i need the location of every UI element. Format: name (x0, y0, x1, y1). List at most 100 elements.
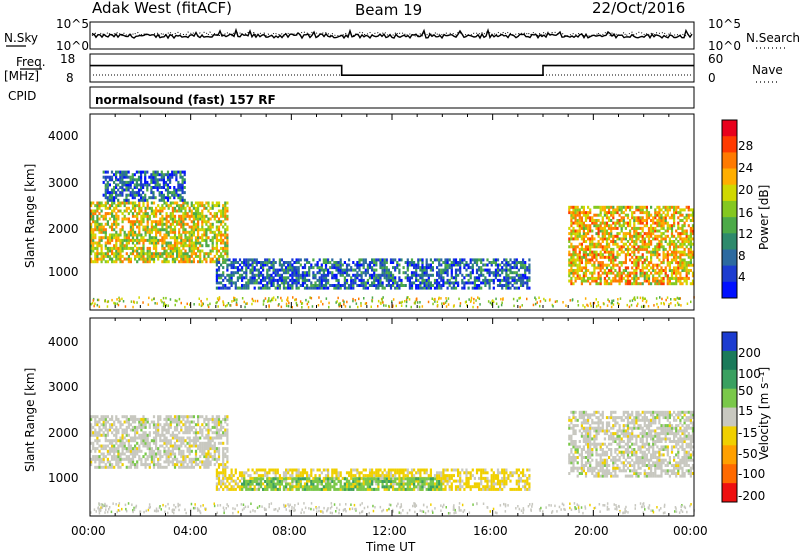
figure-title: Adak West (fitACF) (92, 0, 232, 17)
heatmap-cell (318, 296, 320, 299)
heatmap-cell (310, 264, 312, 267)
heatmap-cell (157, 423, 159, 426)
heatmap-cell (344, 284, 346, 287)
heatmap-cell (174, 250, 176, 253)
heatmap-cell (484, 284, 486, 287)
heatmap-cell (105, 178, 107, 181)
heatmap-cell (650, 232, 652, 235)
heatmap-cell (203, 228, 205, 231)
heatmap-cell (325, 274, 327, 277)
heatmap-cell (105, 252, 107, 255)
heatmap-cell (417, 261, 419, 264)
heatmap-cell (516, 274, 518, 277)
heatmap-cell (436, 287, 438, 290)
heatmap-cell (340, 287, 342, 290)
heatmap-cell (606, 240, 608, 243)
heatmap-cell (684, 222, 686, 225)
heatmap-cell (610, 248, 612, 251)
heatmap-cell (600, 211, 602, 214)
heatmap-cell (136, 186, 138, 189)
heatmap-cell (236, 298, 238, 301)
heatmap-cell (140, 171, 142, 174)
heatmap-cell (422, 305, 424, 308)
heatmap-cell (231, 300, 233, 303)
heatmap-cell (212, 250, 214, 253)
heatmap-cell (318, 304, 320, 307)
heatmap-cell (228, 302, 230, 305)
heatmap-cell (220, 287, 222, 290)
heatmap-cell (207, 255, 209, 258)
heatmap-cell (195, 460, 197, 463)
heatmap-cell (109, 194, 111, 197)
heatmap-cell (159, 218, 161, 221)
heatmap-cell (231, 271, 233, 274)
heatmap-cell (122, 202, 124, 205)
heatmap-cell (411, 306, 413, 309)
heatmap-cell (159, 183, 161, 186)
heatmap-cell (193, 218, 195, 221)
heatmap-cell (155, 228, 157, 231)
heatmap-cell (174, 466, 176, 469)
heatmap-cell (625, 266, 627, 269)
heatmap-cell (134, 437, 136, 440)
heatmap-cell (650, 214, 652, 217)
heatmap-cell (268, 266, 270, 269)
heatmap-cell (610, 256, 612, 259)
heatmap-cell (187, 258, 189, 261)
heatmap-cell (212, 455, 214, 458)
heatmap-cell (593, 264, 595, 267)
heatmap-cell (178, 236, 180, 239)
heatmap-cell (679, 208, 681, 211)
heatmap-cell (94, 236, 96, 239)
heatmap-cell (669, 277, 671, 280)
heatmap-cell (191, 215, 193, 218)
heatmap-cell (224, 261, 226, 264)
heatmap-cell (595, 243, 597, 246)
heatmap-cell (373, 261, 375, 264)
heatmap-cell (358, 298, 360, 301)
heatmap-cell (159, 228, 161, 231)
heatmap-cell (153, 242, 155, 245)
heatmap-cell (231, 284, 233, 287)
heatmap-cell (117, 204, 119, 207)
heatmap-cell (170, 450, 172, 453)
heatmap-cell (660, 235, 662, 238)
heatmap-cell (134, 244, 136, 247)
heatmap-cell (413, 261, 415, 264)
heatmap-cell (625, 206, 627, 209)
heatmap-cell (428, 287, 430, 290)
heatmap-cell (136, 226, 138, 229)
heatmap-cell (288, 305, 290, 308)
heatmap-cell (224, 212, 226, 215)
heatmap-cell (155, 231, 157, 234)
heatmap-cell (168, 260, 170, 263)
heatmap-cell (169, 178, 171, 181)
heatmap-cell (136, 247, 138, 250)
heatmap-cell (224, 204, 226, 207)
heatmap-cell (342, 274, 344, 277)
heatmap-cell (417, 301, 419, 304)
heatmap-cell (136, 236, 138, 239)
heatmap-cell (201, 250, 203, 253)
heatmap-cell (182, 258, 184, 261)
heatmap-cell (595, 277, 597, 280)
heatmap-cell (581, 216, 583, 219)
heatmap-cell (608, 206, 610, 209)
heatmap-cell (633, 240, 635, 243)
heatmap-cell (673, 222, 675, 225)
heatmap-cell (268, 274, 270, 277)
heatmap-cell (182, 231, 184, 234)
heatmap-cell (115, 415, 117, 418)
heatmap-cell (404, 300, 406, 303)
heatmap-cell (117, 453, 119, 456)
heatmap-cell (179, 194, 181, 197)
heatmap-cell (658, 208, 660, 211)
heatmap-cell (149, 423, 151, 426)
heatmap-cell (222, 431, 224, 434)
heatmap-cell (621, 274, 623, 277)
heatmap-cell (111, 466, 113, 469)
heatmap-cell (124, 445, 126, 448)
heatmap-cell (134, 415, 136, 418)
heatmap-cell (176, 458, 178, 461)
heatmap-cell (295, 298, 297, 301)
